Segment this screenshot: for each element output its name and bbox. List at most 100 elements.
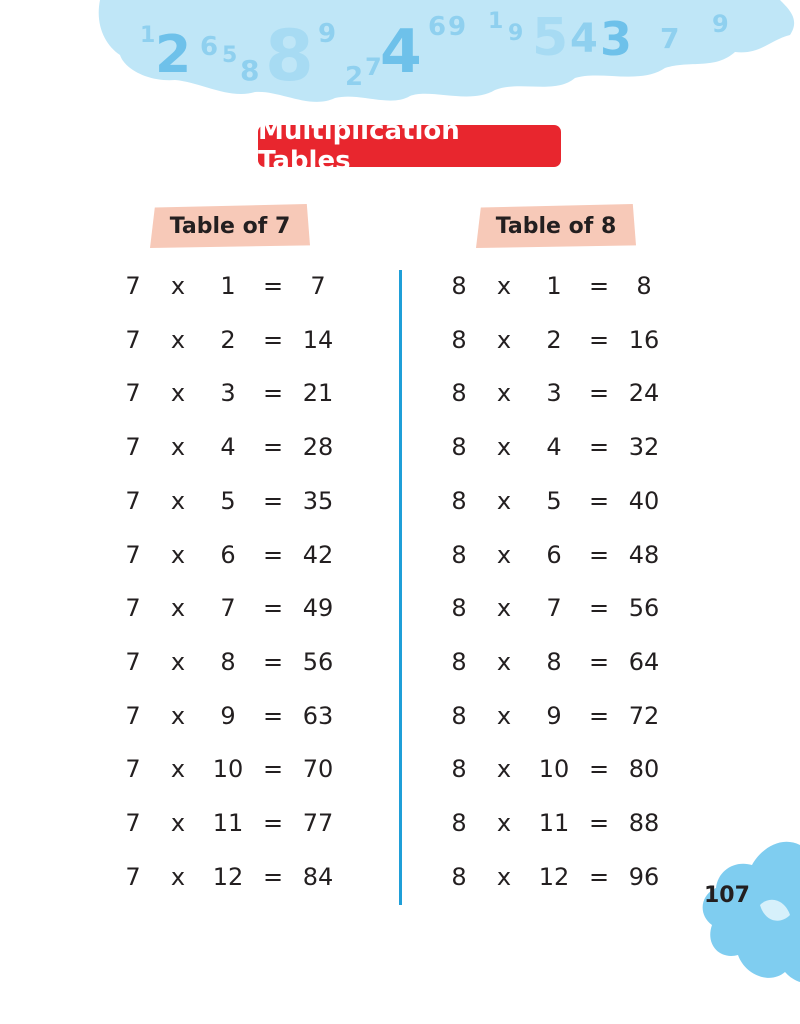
equals-sign: = bbox=[262, 540, 284, 569]
table-row: 7 x 10 = 70 bbox=[118, 743, 378, 797]
product: 21 bbox=[302, 379, 334, 408]
multiplicand: 8 bbox=[451, 325, 467, 354]
svg-text:5: 5 bbox=[222, 43, 237, 68]
product: 77 bbox=[302, 809, 334, 837]
multiplier: 1 bbox=[546, 272, 562, 300]
table-row: 7 x 1 = 7 bbox=[118, 260, 378, 314]
equals-sign: = bbox=[262, 379, 284, 408]
multiplier: 7 bbox=[546, 594, 562, 623]
times-sign: x bbox=[170, 809, 186, 837]
corner-splash-shape bbox=[702, 841, 800, 982]
table-row: 7 x 7 = 49 bbox=[118, 582, 378, 636]
product: 56 bbox=[628, 594, 660, 623]
times-sign: x bbox=[170, 272, 186, 300]
equals-sign: = bbox=[588, 755, 610, 784]
equals-sign: = bbox=[262, 647, 284, 676]
equals-sign: = bbox=[262, 809, 284, 837]
equals-sign: = bbox=[588, 486, 610, 515]
multiplier: 1 bbox=[220, 272, 236, 300]
equals-sign: = bbox=[262, 755, 284, 784]
equals-sign: = bbox=[588, 809, 610, 837]
multiplicand: 8 bbox=[451, 594, 467, 623]
table-row: 8 x 3 = 24 bbox=[444, 367, 704, 421]
product: 28 bbox=[302, 433, 334, 462]
table-row: 8 x 8 = 64 bbox=[444, 636, 704, 690]
corner-splash-highlight bbox=[760, 899, 790, 921]
equals-sign: = bbox=[262, 272, 284, 300]
table-row: 8 x 4 = 32 bbox=[444, 421, 704, 475]
multiplicand: 7 bbox=[125, 325, 141, 354]
multiplicand: 7 bbox=[125, 755, 141, 784]
times-sign: x bbox=[170, 755, 186, 784]
times-sign: x bbox=[496, 540, 512, 569]
multiplier: 5 bbox=[546, 486, 562, 515]
product: 64 bbox=[628, 647, 660, 676]
equals-sign: = bbox=[262, 701, 284, 730]
times-sign: x bbox=[496, 647, 512, 676]
svg-text:9: 9 bbox=[318, 19, 336, 49]
svg-text:1: 1 bbox=[488, 9, 503, 34]
product: 49 bbox=[302, 594, 334, 623]
table-row: 8 x 7 = 56 bbox=[444, 582, 704, 636]
times-sign: x bbox=[496, 862, 512, 891]
times-sign: x bbox=[496, 809, 512, 837]
times-sign: x bbox=[496, 594, 512, 623]
product: 96 bbox=[628, 862, 660, 891]
product: 7 bbox=[310, 272, 326, 300]
times-sign: x bbox=[496, 325, 512, 354]
multiplicand: 7 bbox=[125, 809, 141, 837]
multiplier: 3 bbox=[220, 379, 236, 408]
product: 24 bbox=[628, 379, 660, 408]
equals-sign: = bbox=[262, 486, 284, 515]
table-row: 7 x 11 = 77 bbox=[118, 797, 378, 851]
header-digit-glyphs: 1 2 6 5 8 8 9 2 7 4 6 9 1 9 5 4 3 7 9 bbox=[140, 8, 729, 97]
times-sign: x bbox=[496, 272, 512, 300]
equals-sign: = bbox=[588, 325, 610, 354]
table-row: 8 x 1 = 8 bbox=[444, 260, 704, 314]
table-row: 7 x 4 = 28 bbox=[118, 421, 378, 475]
multiplier: 12 bbox=[538, 862, 570, 891]
multiplier: 5 bbox=[220, 486, 236, 515]
multiplier: 2 bbox=[546, 325, 562, 354]
svg-text:3: 3 bbox=[600, 12, 632, 66]
multiplier: 12 bbox=[212, 862, 244, 891]
equals-sign: = bbox=[262, 594, 284, 623]
multiplicand: 7 bbox=[125, 701, 141, 730]
table-row: 8 x 2 = 16 bbox=[444, 314, 704, 368]
multiplicand: 8 bbox=[451, 755, 467, 784]
svg-text:4: 4 bbox=[570, 16, 598, 62]
svg-text:9: 9 bbox=[712, 10, 729, 38]
multiplicand: 8 bbox=[451, 809, 467, 837]
equals-sign: = bbox=[588, 862, 610, 891]
times-sign: x bbox=[170, 862, 186, 891]
svg-text:6: 6 bbox=[428, 12, 446, 42]
multiplier: 10 bbox=[212, 755, 244, 784]
times-sign: x bbox=[170, 540, 186, 569]
product: 56 bbox=[302, 647, 334, 676]
multiplicand: 8 bbox=[451, 647, 467, 676]
equals-sign: = bbox=[588, 272, 610, 300]
table-row: 8 x 10 = 80 bbox=[444, 743, 704, 797]
table-row: 8 x 5 = 40 bbox=[444, 475, 704, 529]
header-splash-decoration: 1 2 6 5 8 8 9 2 7 4 6 9 1 9 5 4 3 7 9 bbox=[98, 0, 795, 102]
product: 63 bbox=[302, 701, 334, 730]
table-row: 7 x 3 = 21 bbox=[118, 367, 378, 421]
table-row: 7 x 9 = 63 bbox=[118, 690, 378, 744]
table-row: 7 x 5 = 35 bbox=[118, 475, 378, 529]
product: 80 bbox=[628, 755, 660, 784]
product: 48 bbox=[628, 540, 660, 569]
svg-text:5: 5 bbox=[532, 8, 568, 68]
multiplier: 7 bbox=[220, 594, 236, 623]
multiplier: 11 bbox=[212, 809, 244, 837]
multiplicand: 7 bbox=[125, 540, 141, 569]
table-row: 7 x 12 = 84 bbox=[118, 851, 378, 905]
times-sign: x bbox=[496, 486, 512, 515]
table-row: 7 x 2 = 14 bbox=[118, 314, 378, 368]
svg-text:4: 4 bbox=[380, 17, 422, 87]
equals-sign: = bbox=[262, 325, 284, 354]
multiplicand: 7 bbox=[125, 433, 141, 462]
times-sign: x bbox=[496, 379, 512, 408]
times-sign: x bbox=[170, 433, 186, 462]
product: 88 bbox=[628, 809, 660, 837]
table-row: 8 x 12 = 96 bbox=[444, 851, 704, 905]
